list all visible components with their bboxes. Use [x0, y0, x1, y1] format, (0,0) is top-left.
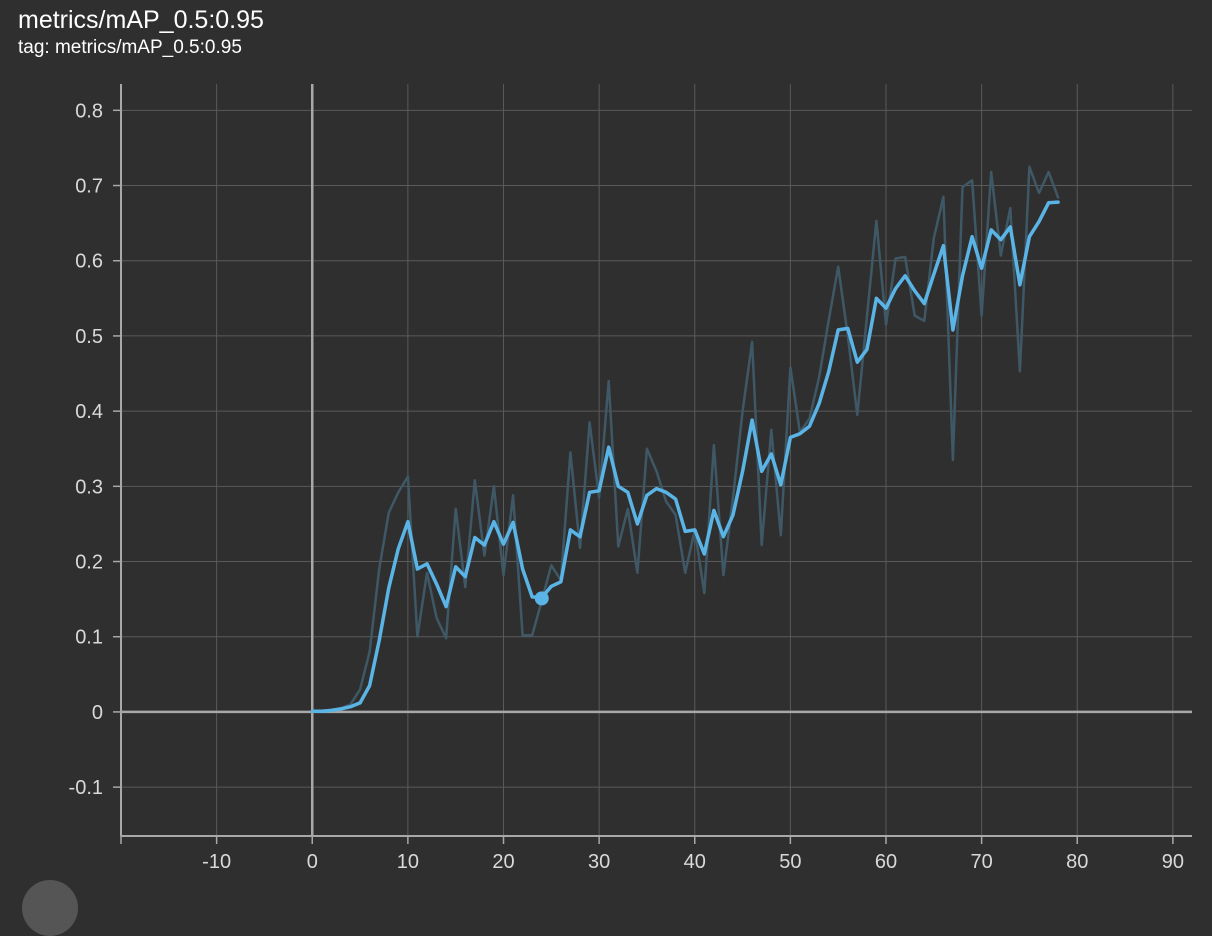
y-tick-label: 0.2 — [75, 552, 103, 574]
y-tick-label: 0.7 — [75, 176, 103, 198]
x-tick-label: 30 — [588, 851, 610, 873]
x-tick-label: 20 — [492, 851, 514, 873]
tick-labels: -10 0 10 20 30 40 50 60 70 80 90 -0.1 0 0.1 0.2 0.3 0.4 0… — [69, 100, 1184, 873]
x-tick-label: 70 — [971, 851, 993, 873]
raw-series-line — [311, 165, 1060, 714]
chart-tag: tag: metrics/mAP_0.5:0.95 — [18, 37, 242, 58]
series — [310, 165, 1060, 714]
x-tick-label: 60 — [875, 851, 897, 873]
corner-action-button[interactable] — [22, 880, 78, 936]
chart-title: metrics/mAP_0.5:0.95 — [18, 6, 264, 34]
y-tick-label: 0.5 — [75, 326, 103, 348]
y-tick-label: -0.1 — [69, 777, 103, 799]
line-chart[interactable]: -10 0 10 20 30 40 50 60 70 80 90 -0.1 0 0.1 0.2 0.3 0.4 0… — [0, 0, 1212, 890]
x-tick-label: 90 — [1162, 851, 1184, 873]
x-tick-label: -10 — [202, 851, 231, 873]
y-tick-label: 0.6 — [75, 251, 103, 273]
hover-point — [534, 591, 549, 606]
x-tick-label: 80 — [1066, 851, 1088, 873]
axes — [113, 84, 1192, 844]
smoothed-series-line — [310, 200, 1060, 713]
grid — [120, 84, 1192, 836]
y-tick-label: 0 — [92, 702, 103, 724]
x-tick-label: 0 — [307, 851, 318, 873]
y-tick-label: 0.1 — [75, 627, 103, 649]
y-tick-label: 0.4 — [75, 401, 103, 423]
x-tick-label: 10 — [397, 851, 419, 873]
x-tick-label: 40 — [684, 851, 706, 873]
y-tick-label: 0.8 — [75, 100, 103, 122]
x-tick-label: 50 — [779, 851, 801, 873]
y-tick-label: 0.3 — [75, 476, 103, 498]
chart-header: metrics/mAP_0.5:0.95 tag: metrics/mAP_0.… — [18, 4, 264, 60]
